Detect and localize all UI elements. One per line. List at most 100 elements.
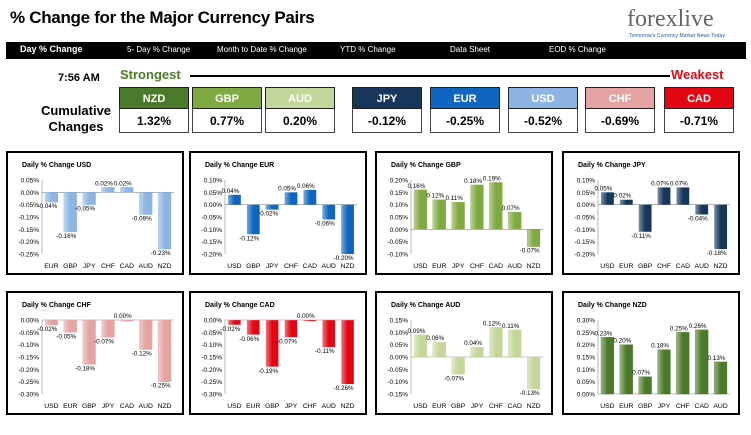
currency-box-cad: CAD -0.71% (664, 87, 734, 135)
bar-jpy (101, 319, 115, 338)
data-label: 0.02% (95, 180, 113, 187)
x-tick-label: NZD (714, 263, 728, 270)
bar-eur (619, 344, 633, 395)
bar-usd (44, 319, 58, 326)
tab-data-sheet[interactable]: Data Sheet (450, 45, 491, 54)
chart-svg: Daily % Change JPY0.10%0.05%0.00%-0.05%-… (574, 162, 730, 270)
forexlive-logo[interactable]: forexlive Tomorrow's Currency Market New… (627, 6, 737, 40)
x-tick-label: GBP (63, 263, 78, 270)
chart-svg: Daily % Change AUD 0.15% 0.10% 0.05% 0.00% -0… (387, 302, 543, 410)
strength-scale-line (190, 75, 670, 77)
y-tick-label: -0.15% (18, 227, 39, 234)
x-tick-label: NZD (158, 403, 172, 410)
data-label: 0.16% (407, 183, 425, 190)
chart-svg: Daily % Change GBP 0.20% 0.15% 0.10% 0.05% 0.… (387, 162, 543, 270)
chart-svg: Daily % Change EUR 0.10% 0.05% 0.00% -0.05% -… (201, 162, 357, 270)
bar-cad (120, 187, 134, 193)
y-tick-label: 0.25% (577, 330, 596, 337)
tab-ytd-change[interactable]: YTD % Change (340, 45, 396, 54)
data-label: 0.06% (297, 183, 315, 190)
x-tick-label: USD (600, 403, 614, 410)
bar-usd (601, 192, 614, 205)
x-tick-label: USD (227, 403, 241, 410)
x-tick-label: GBP (451, 403, 466, 410)
bar-jpy (657, 349, 671, 395)
bar-jpy (265, 204, 279, 210)
y-tick-label: -0.15% (574, 239, 595, 246)
bar-jpy (451, 202, 465, 230)
chart-jpy: Daily % Change JPY 0.10% 0.05% 0.00% -0.05% -… (562, 151, 740, 275)
currency-box-jpy: JPY -0.12% (352, 87, 422, 135)
data-label: -0.06% (239, 336, 259, 343)
bar-usd (227, 319, 241, 326)
x-tick-label: JPY (83, 263, 96, 270)
bar-gbp (265, 319, 279, 368)
bar-chf (303, 319, 317, 322)
bar-eur (432, 342, 446, 358)
currency-box-chf: CHF -0.69% (585, 87, 655, 135)
tab-day-change[interactable]: Day % Change (20, 44, 83, 54)
bar-gbp (638, 204, 652, 232)
bar-gbp (82, 319, 96, 365)
x-tick-label: GBP (82, 403, 97, 410)
bar-gbp (63, 192, 77, 232)
bar-eur (619, 199, 633, 205)
x-tick-label: JPY (452, 263, 465, 270)
bar-jpy (82, 192, 96, 205)
x-tick-label: GBP (246, 263, 261, 270)
bar-aud (322, 319, 336, 348)
x-tick-label: AUD (508, 263, 522, 270)
data-label: 0.04% (464, 340, 482, 347)
x-tick-label: CAD (695, 403, 709, 410)
y-tick-label: 0.15% (577, 355, 596, 362)
currency-box-aud: AUD 0.20% (265, 87, 335, 135)
x-tick-label: CAD (303, 263, 317, 270)
x-tick-label: EUR (619, 263, 633, 270)
bar-usd (600, 337, 614, 395)
y-tick-label: -0.05% (574, 215, 595, 222)
chart-title: Daily % Change USD (22, 162, 91, 169)
y-tick-label: 0.00% (577, 202, 596, 209)
y-tick-label: 0.15% (390, 190, 409, 197)
data-label: 0.00% (297, 313, 315, 320)
logo-text: forexlive (627, 6, 714, 32)
bar-aud (322, 204, 336, 220)
bar-usd (413, 189, 427, 230)
data-label: 0.19% (483, 175, 501, 182)
y-tick-label: -0.25% (18, 379, 39, 386)
bar-chf (101, 187, 115, 193)
currency-name: GBP (192, 87, 262, 109)
bar-jpy (470, 346, 484, 358)
y-tick-label: 0.05% (390, 342, 409, 349)
data-label: -0.25% (151, 383, 171, 390)
data-label: 0.23% (594, 330, 612, 337)
tab-eod-change[interactable]: EOD % Change (549, 45, 606, 54)
bar-chf (284, 192, 298, 205)
y-tick-label: 0.00% (204, 202, 223, 209)
x-tick-label: CHF (676, 403, 690, 410)
tab-5-day-change[interactable]: 5- Day % Change (127, 45, 191, 54)
cumulative-changes-label: Cumulative Changes (40, 103, 112, 134)
x-tick-label: AUD (713, 403, 727, 410)
data-label: 0.26% (689, 323, 707, 330)
data-label: -0.26% (334, 385, 354, 392)
data-label: -0.11% (315, 348, 335, 355)
x-tick-label: CAD (120, 263, 134, 270)
chart-svg: Daily % Change CHF 0.00% -0.05% -0.10% -0.15… (18, 302, 174, 410)
bar-nzd (714, 204, 727, 250)
x-tick-label: AUD (322, 403, 336, 410)
chart-nzd: Daily % Change NZD 0.30% 0.25% 0.20% 0.15% 0.… (562, 291, 740, 415)
y-tick-label: -0.25% (18, 252, 39, 259)
data-label: 0.02% (613, 193, 631, 200)
chart-gbp: Daily % Change GBP 0.20% 0.15% 0.10% 0.05% 0.… (375, 151, 553, 275)
tab-month-to-date[interactable]: Month to Date % Change (217, 45, 307, 54)
data-label: -0.05% (75, 206, 95, 213)
x-tick-label: JPY (285, 403, 298, 410)
data-label: -0.20% (334, 255, 354, 262)
y-tick-label: -0.20% (201, 367, 222, 374)
bar-cad (303, 189, 317, 205)
y-tick-label: 0.10% (390, 330, 409, 337)
y-tick-label: -0.25% (201, 379, 222, 386)
y-tick-label: -0.15% (201, 355, 222, 362)
y-tick-label: 0.10% (577, 367, 596, 374)
